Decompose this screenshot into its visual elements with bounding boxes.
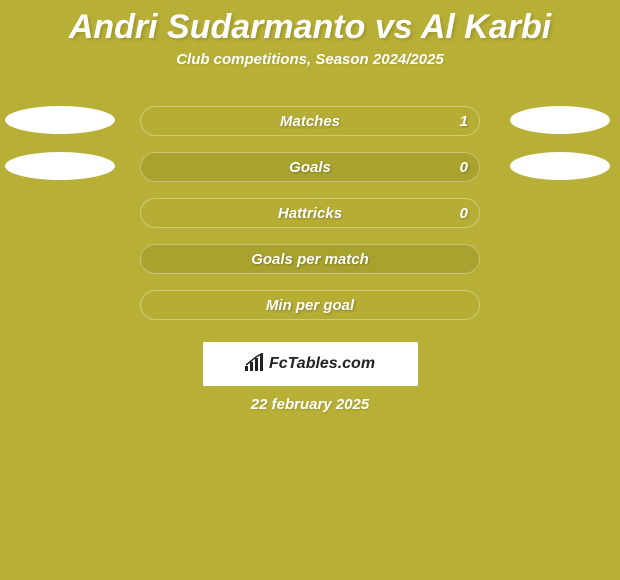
- stat-label: Hattricks: [140, 205, 480, 222]
- stat-label: Goals per match: [140, 251, 480, 268]
- subtitle: Club competitions, Season 2024/2025: [0, 51, 620, 68]
- logo-box: FcTables.com: [203, 342, 418, 386]
- right-oval: [510, 106, 610, 134]
- left-oval: [5, 152, 115, 180]
- logo-text: FcTables.com: [269, 355, 375, 373]
- stat-row: Matches1: [0, 98, 620, 144]
- signal-icon: [245, 353, 265, 376]
- stat-pill: Matches1: [140, 106, 480, 136]
- left-oval: [5, 106, 115, 134]
- stat-pill: Goals per match: [140, 244, 480, 274]
- stat-pill: Hattricks0: [140, 198, 480, 228]
- stat-label: Goals: [140, 159, 480, 176]
- stat-row: Goals0: [0, 144, 620, 190]
- stat-row: Min per goal: [0, 282, 620, 328]
- stat-pill: Goals0: [140, 152, 480, 182]
- stat-row: Hattricks0: [0, 190, 620, 236]
- stat-row: Goals per match: [0, 236, 620, 282]
- stat-label: Min per goal: [140, 297, 480, 314]
- page-title: Andri Sudarmanto vs Al Karbi: [0, 0, 620, 51]
- stats-area: Matches1Goals0Hattricks0Goals per matchM…: [0, 98, 620, 328]
- stat-value: 0: [460, 159, 468, 176]
- stat-label: Matches: [140, 113, 480, 130]
- date-text: 22 february 2025: [0, 396, 620, 413]
- right-oval: [510, 152, 610, 180]
- stat-value: 0: [460, 205, 468, 222]
- comparison-card: Andri Sudarmanto vs Al Karbi Club compet…: [0, 0, 620, 580]
- stat-value: 1: [460, 113, 468, 130]
- stat-pill: Min per goal: [140, 290, 480, 320]
